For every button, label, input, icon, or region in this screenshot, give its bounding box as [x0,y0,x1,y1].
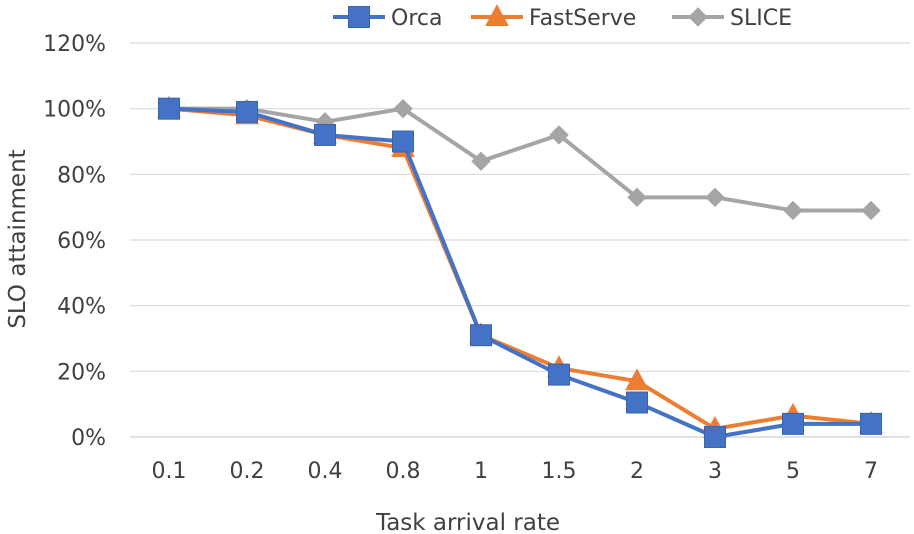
data-point [392,130,414,153]
data-point [393,98,413,119]
legend-marker [348,6,370,28]
x-tick-label: 3 [708,459,722,484]
x-tick-label: 0.1 [152,459,187,484]
data-point [860,412,882,435]
data-point [471,151,491,171]
y-tick-label: 80% [57,163,106,188]
y-tick-label: 0% [71,426,106,451]
legend-marker [485,4,509,27]
x-tick-label: 0.4 [308,459,343,484]
x-tick-label: 1 [474,459,488,484]
data-point [627,187,647,208]
y-tick-label: 100% [43,98,106,123]
data-point [549,125,569,145]
legend-item-fastserve: FastServe [471,4,636,31]
series-line-orca [167,106,873,439]
data-point [705,187,725,208]
y-tick-label: 20% [57,360,106,385]
x-tick-label: 1.5 [542,459,577,484]
y-tick-label: 120% [43,32,106,57]
data-point [236,100,258,123]
axes: 0% 20% 40% 60% 80% 100% 120% 0.1 0.2 0.4 0.8 1 1.5 2 3… [43,32,910,484]
data-point [158,97,180,120]
data-point [548,363,570,386]
series-lines [157,95,883,448]
legend-label: SLICE [730,6,792,31]
series-line-slice [167,106,873,213]
series-line-fastserve [167,106,873,431]
legend-item-slice: SLICE [672,6,792,31]
data-point [704,426,726,448]
x-tick-label: 0.2 [230,459,265,484]
legend-label: FastServe [529,6,636,31]
data-point [861,200,881,221]
legend-marker [688,7,708,27]
data-point [782,412,804,435]
x-axis-title: Task arrival rate [375,510,560,534]
x-tick-label: 2 [630,459,644,484]
data-point [470,324,492,347]
legend-label: Orca [391,6,442,31]
x-tick-label: 5 [786,459,800,484]
x-tick-label: 0.8 [386,459,421,484]
legend: Orca FastServe SLICE [333,4,792,31]
series-orca [158,97,882,448]
data-point [626,391,648,414]
data-point [783,200,803,221]
gridlines [130,42,910,372]
y-axis-title: SLO attainment [5,149,31,328]
data-point [625,368,649,391]
x-tick-label: 7 [864,459,878,484]
legend-item-orca: Orca [333,6,442,31]
y-tick-label: 60% [57,229,106,254]
data-point [314,123,336,146]
y-tick-label: 40% [57,295,106,320]
